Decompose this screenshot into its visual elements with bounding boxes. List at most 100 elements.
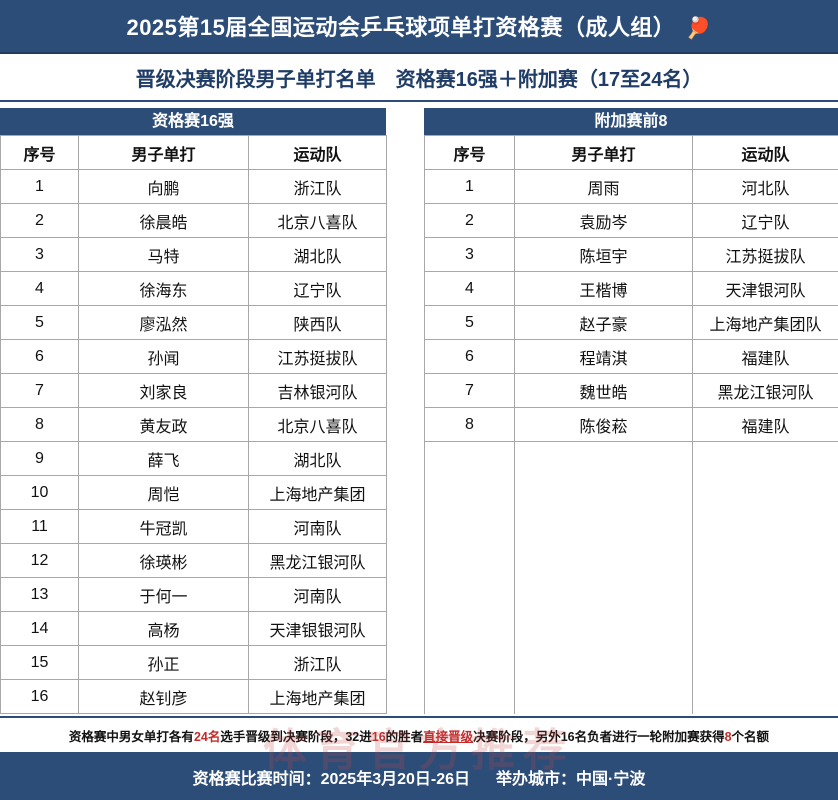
right-cell-name: 周雨	[514, 169, 693, 204]
left-cell-no: 3	[0, 237, 79, 272]
table-row[interactable]: 6 孙闻 江苏挺拔队	[0, 339, 387, 374]
right-cell-empty	[424, 645, 515, 680]
right-cell-empty	[692, 577, 838, 612]
left-col-no: 序号	[0, 135, 79, 170]
left-cell-team: 浙江队	[248, 169, 387, 204]
table-row[interactable]: 4 徐海东 辽宁队	[0, 271, 387, 306]
left-cell-team: 北京八喜队	[248, 407, 387, 442]
right-cell-empty	[514, 509, 693, 544]
right-col-name: 男子单打	[514, 135, 693, 170]
right-cell-empty	[514, 543, 693, 578]
right-cell-empty	[424, 577, 515, 612]
table-row[interactable]: 2 袁励岑 辽宁队	[424, 203, 838, 238]
qualifier-top16-table-wrap: 资格赛16强 序号 男子单打 运动队 1 向鹏 浙江队 2 徐晨皓 北京八喜队 3 马特 湖北队 4 徐海…	[0, 108, 387, 714]
right-cell-empty	[514, 475, 693, 510]
table-row[interactable]: 7 刘家良 吉林银河队	[0, 373, 387, 408]
table-row[interactable]: 5 廖泓然 陕西队	[0, 305, 387, 340]
table-row[interactable]: 15 孙正 浙江队	[0, 645, 387, 680]
left-cell-name: 孙闻	[78, 339, 249, 374]
table-row[interactable]: 3 陈垣宇 江苏挺拔队	[424, 237, 838, 272]
table-row[interactable]: 7 魏世皓 黑龙江银河队	[424, 373, 838, 408]
table-row[interactable]: 1 向鹏 浙江队	[0, 169, 387, 204]
left-cell-no: 15	[0, 645, 79, 680]
left-cell-no: 6	[0, 339, 79, 374]
left-cell-no: 11	[0, 509, 79, 544]
left-cell-team: 湖北队	[248, 237, 387, 272]
table-row[interactable]: 5 赵子豪 上海地产集团队	[424, 305, 838, 340]
left-table-band: 资格赛16强	[0, 108, 386, 135]
table-row[interactable]: 16 赵钊彦 上海地产集团	[0, 679, 387, 714]
right-cell-name: 程靖淇	[514, 339, 693, 374]
right-cell-empty	[514, 441, 693, 476]
left-cell-team: 河南队	[248, 509, 387, 544]
right-cell-empty	[514, 611, 693, 646]
right-cell-empty	[692, 475, 838, 510]
right-cell-name: 袁励岑	[514, 203, 693, 238]
left-cell-name: 刘家良	[78, 373, 249, 408]
right-cell-team: 天津银河队	[692, 271, 838, 306]
right-cell-team: 福建队	[692, 407, 838, 442]
right-cell-team: 江苏挺拔队	[692, 237, 838, 272]
footer-bar: 资格赛比赛时间：2025年3月20日-26日 举办城市：中国·宁波	[0, 754, 838, 800]
left-cell-name: 高杨	[78, 611, 249, 646]
table-row[interactable]: 14 高杨 天津银银河队	[0, 611, 387, 646]
table-row[interactable]: 6 程靖淇 福建队	[424, 339, 838, 374]
note-text: 资格赛中男女单打各有24名选手晋级到决赛阶段，32进16的胜者直接晋级决赛阶段，…	[69, 726, 769, 745]
right-cell-team: 辽宁队	[692, 203, 838, 238]
playoff-top8-table-wrap: 附加赛前8 序号 男子单打 运动队 1 周雨 河北队 2 袁励岑 辽宁队 3 陈垣宇 江苏挺拔队 4 王楷…	[424, 108, 838, 714]
right-cell-empty	[692, 679, 838, 714]
table-row[interactable]: 1 周雨 河北队	[424, 169, 838, 204]
left-cell-team: 天津银银河队	[248, 611, 387, 646]
right-cell-empty	[692, 441, 838, 476]
right-cell-no: 6	[424, 339, 515, 374]
left-cell-team: 黑龙江银河队	[248, 543, 387, 578]
table-row[interactable]: 12 徐瑛彬 黑龙江银河队	[0, 543, 387, 578]
table-row[interactable]: 8 陈俊菘 福建队	[424, 407, 838, 442]
left-cell-team: 湖北队	[248, 441, 387, 476]
right-cell-name: 陈垣宇	[514, 237, 693, 272]
left-header-row: 序号 男子单打 运动队	[0, 135, 387, 170]
right-cell-team: 黑龙江银河队	[692, 373, 838, 408]
left-cell-name: 廖泓然	[78, 305, 249, 340]
table-row[interactable]: 13 于何一 河南队	[0, 577, 387, 612]
table-row[interactable]: 10 周恺 上海地产集团	[0, 475, 387, 510]
subtitle-bar: 晋级决赛阶段男子单打名单 资格赛16强＋附加赛（17至24名）	[0, 54, 838, 102]
note-bar: 资格赛中男女单打各有24名选手晋级到决赛阶段，32进16的胜者直接晋级决赛阶段，…	[0, 716, 838, 754]
left-cell-name: 于何一	[78, 577, 249, 612]
note-part-4: 决赛阶段，另外16名负者进行一轮附加赛获得	[473, 729, 725, 744]
left-cell-no: 10	[0, 475, 79, 510]
left-cell-team: 上海地产集团	[248, 679, 387, 714]
left-cell-name: 徐海东	[78, 271, 249, 306]
left-cell-team: 吉林银河队	[248, 373, 387, 408]
right-cell-empty	[692, 611, 838, 646]
left-col-name: 男子单打	[78, 135, 249, 170]
left-cell-no: 5	[0, 305, 79, 340]
right-cell-name: 王楷博	[514, 271, 693, 306]
right-cell-empty	[424, 475, 515, 510]
right-cell-empty	[424, 543, 515, 578]
table-row[interactable]: 11 牛冠凯 河南队	[0, 509, 387, 544]
left-cell-team: 江苏挺拔队	[248, 339, 387, 374]
playoff-top8-table: 序号 男子单打 运动队 1 周雨 河北队 2 袁励岑 辽宁队 3 陈垣宇 江苏挺拔队 4 王楷博 天津银河队…	[424, 135, 838, 714]
table-row-empty	[424, 611, 838, 646]
left-cell-no: 8	[0, 407, 79, 442]
left-cell-name: 牛冠凯	[78, 509, 249, 544]
left-cell-no: 9	[0, 441, 79, 476]
right-cell-empty	[692, 509, 838, 544]
right-cell-no: 1	[424, 169, 515, 204]
table-row[interactable]: 4 王楷博 天津银河队	[424, 271, 838, 306]
left-cell-team: 浙江队	[248, 645, 387, 680]
table-row-empty	[424, 543, 838, 578]
note-highlight-8: 8	[724, 729, 732, 744]
table-row-empty	[424, 679, 838, 714]
table-row[interactable]: 3 马特 湖北队	[0, 237, 387, 272]
table-row[interactable]: 8 黄友政 北京八喜队	[0, 407, 387, 442]
left-cell-name: 黄友政	[78, 407, 249, 442]
table-row[interactable]: 2 徐晨皓 北京八喜队	[0, 203, 387, 238]
table-row[interactable]: 9 薛飞 湖北队	[0, 441, 387, 476]
right-col-no: 序号	[424, 135, 515, 170]
left-cell-name: 向鹏	[78, 169, 249, 204]
left-cell-no: 13	[0, 577, 79, 612]
table-row-empty	[424, 475, 838, 510]
